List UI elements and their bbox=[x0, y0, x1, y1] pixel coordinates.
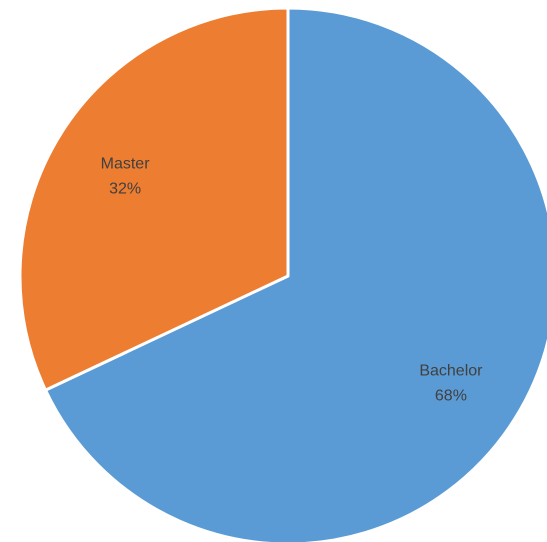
pie-label-name-bachelor: Bachelor bbox=[419, 362, 483, 379]
pie-label-percent-master: 32% bbox=[109, 181, 141, 198]
pie-label-name-master: Master bbox=[101, 156, 151, 173]
pie-label-percent-bachelor: 68% bbox=[435, 387, 467, 404]
pie-slice-master bbox=[18, 6, 290, 392]
pie-labels: Bachelor 68% Master 32% bbox=[101, 156, 484, 405]
pie-slices bbox=[18, 6, 547, 542]
pie-slice-bachelor bbox=[44, 6, 547, 542]
